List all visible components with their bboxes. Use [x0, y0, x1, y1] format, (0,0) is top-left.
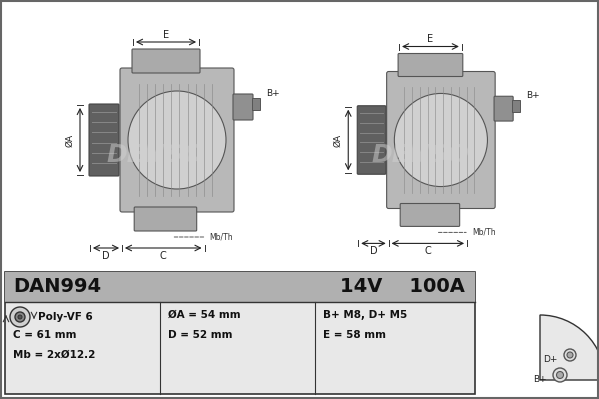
Text: D = 52 mm: D = 52 mm [168, 330, 232, 340]
Text: B+: B+ [526, 91, 540, 100]
Text: B+ M8, D+ M5: B+ M8, D+ M5 [323, 310, 407, 320]
FancyBboxPatch shape [494, 96, 513, 121]
Text: C: C [160, 251, 167, 261]
Text: Mb = 2xØ12.2: Mb = 2xØ12.2 [13, 350, 95, 360]
FancyBboxPatch shape [357, 106, 386, 174]
FancyBboxPatch shape [398, 53, 463, 77]
Text: Poly-VF 6: Poly-VF 6 [38, 312, 93, 322]
FancyBboxPatch shape [89, 104, 119, 176]
Text: C: C [425, 247, 431, 257]
Text: D: D [102, 251, 110, 261]
FancyBboxPatch shape [132, 49, 200, 73]
Text: B+: B+ [533, 375, 547, 383]
Text: DAN994: DAN994 [13, 277, 101, 296]
Text: Mb/Th: Mb/Th [210, 233, 233, 241]
Text: DENSO: DENSO [371, 143, 469, 167]
Circle shape [10, 307, 30, 327]
FancyBboxPatch shape [134, 207, 196, 231]
Text: C = 61 mm: C = 61 mm [13, 330, 77, 340]
Wedge shape [540, 315, 599, 380]
Text: E: E [163, 30, 169, 40]
Text: B+: B+ [266, 89, 280, 97]
Circle shape [567, 352, 573, 358]
Bar [5, 272, 475, 302]
Circle shape [564, 349, 576, 361]
Circle shape [15, 312, 25, 322]
Circle shape [556, 371, 564, 379]
FancyBboxPatch shape [386, 71, 495, 209]
Bar [252, 98, 260, 110]
Text: E: E [428, 34, 434, 45]
Text: ØA: ØA [65, 133, 74, 146]
Text: DENSO: DENSO [106, 143, 204, 167]
Text: E = 58 mm: E = 58 mm [323, 330, 386, 340]
FancyBboxPatch shape [233, 94, 253, 120]
FancyBboxPatch shape [120, 68, 234, 212]
Text: Mb/Th: Mb/Th [472, 228, 495, 237]
Text: ØA = 54 mm: ØA = 54 mm [168, 310, 241, 320]
Circle shape [18, 315, 22, 319]
Circle shape [128, 91, 226, 189]
Bar [5, 272, 475, 394]
Text: ØA: ØA [334, 133, 343, 146]
Text: 14V    100A: 14V 100A [340, 277, 465, 296]
Circle shape [553, 368, 567, 382]
Text: D: D [370, 247, 377, 257]
FancyBboxPatch shape [400, 203, 459, 226]
Text: D+: D+ [544, 354, 558, 363]
Bar [512, 100, 520, 111]
Circle shape [394, 93, 488, 187]
